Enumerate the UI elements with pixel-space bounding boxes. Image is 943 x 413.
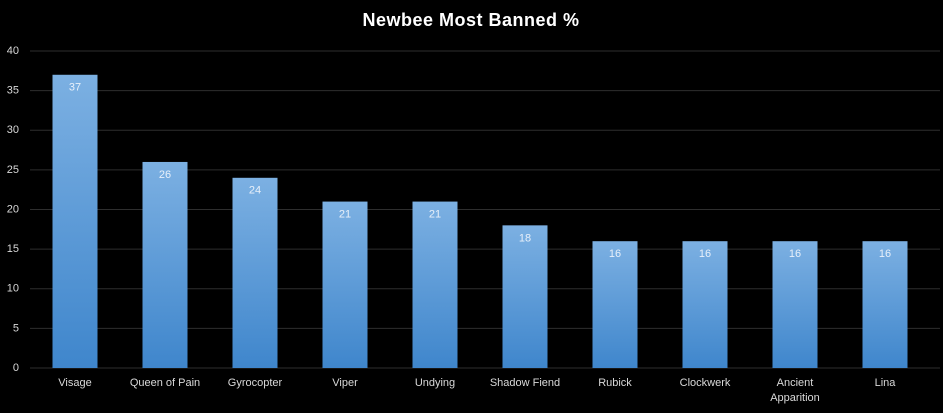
value-label: 26	[159, 169, 171, 181]
value-label: 16	[789, 248, 801, 260]
x-tick-label: Undying	[415, 377, 455, 389]
x-tick-label: Queen of Pain	[130, 377, 200, 389]
x-tick-label: Viper	[332, 377, 358, 389]
value-label: 16	[609, 248, 621, 260]
x-tick-label: Lina	[875, 377, 897, 389]
y-tick-label: 15	[7, 243, 19, 255]
bar	[592, 241, 638, 368]
value-label: 37	[69, 82, 81, 94]
x-tick-label: Ancient Apparition	[770, 377, 820, 404]
value-label: 21	[429, 208, 441, 220]
bar	[862, 241, 908, 368]
x-tick-label: Shadow Fiend	[490, 377, 560, 389]
value-label: 24	[249, 185, 261, 197]
chart-title: Newbee Most Banned %	[362, 10, 579, 30]
y-tick-label: 5	[13, 322, 19, 334]
bar	[502, 225, 548, 368]
value-label: 18	[519, 232, 531, 244]
bar	[772, 241, 818, 368]
bar	[322, 201, 368, 368]
bar	[52, 74, 98, 369]
x-tick-label: Rubick	[598, 377, 632, 389]
value-label: 21	[339, 208, 351, 220]
x-tick-label: Clockwerk	[680, 377, 731, 389]
bar	[682, 241, 728, 368]
y-tick-label: 0	[13, 362, 19, 374]
bar	[232, 177, 278, 368]
y-tick-label: 10	[7, 283, 19, 295]
y-tick-label: 30	[7, 124, 19, 136]
x-tick-label: Gyrocopter	[228, 377, 283, 389]
y-tick-label: 35	[7, 85, 19, 97]
value-label: 16	[699, 248, 711, 260]
bar	[412, 201, 458, 368]
x-tick-label: Visage	[58, 377, 91, 389]
bar	[142, 161, 188, 368]
value-label: 16	[879, 248, 891, 260]
y-tick-label: 25	[7, 164, 19, 176]
y-tick-label: 40	[7, 45, 19, 57]
y-tick-label: 20	[7, 203, 19, 215]
